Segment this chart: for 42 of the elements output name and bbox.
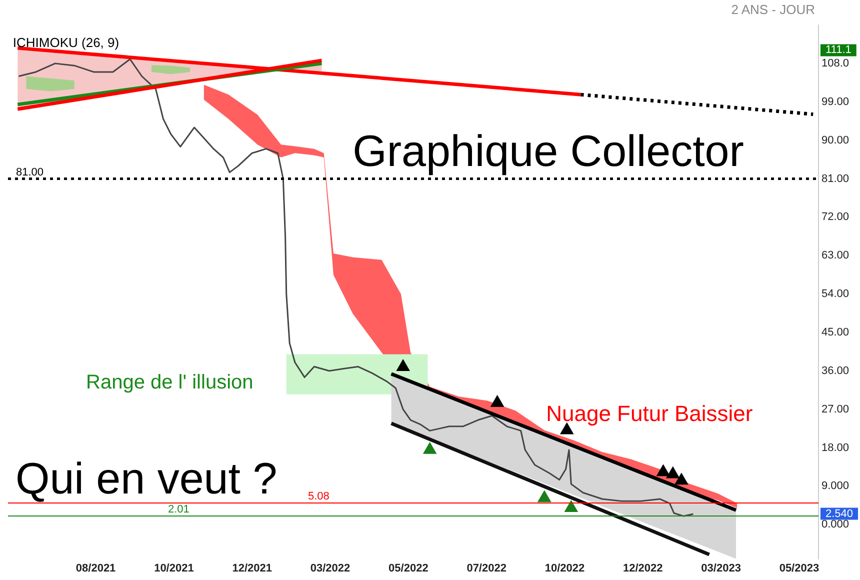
y-tick-label: 45.00 <box>821 326 850 338</box>
point <box>666 466 680 478</box>
x-tick-label: 03/2023 <box>701 562 741 574</box>
point <box>396 360 410 372</box>
y-tick-label: 81.00 <box>821 172 850 185</box>
annotation: Graphique Collector <box>352 126 744 176</box>
y-tick-label: 54.00 <box>821 288 850 300</box>
annotation: Nuage Futur Baissier <box>546 400 753 426</box>
point <box>656 464 670 476</box>
point <box>674 473 688 485</box>
y-tick-label: 99.00 <box>821 96 850 108</box>
annotation: Range de l' illusion <box>86 371 254 394</box>
x-tick-label: 05/2023 <box>779 562 820 574</box>
x-tick-label: 08/2021 <box>76 562 116 574</box>
y-tick-label: 63.00 <box>821 250 850 262</box>
point <box>564 500 578 512</box>
x-tick-label: 05/2022 <box>388 562 428 574</box>
ref-line-label: 2.01 <box>168 504 190 516</box>
chart-subtitle: 2 ANS - JOUR <box>731 2 815 17</box>
point <box>538 490 551 502</box>
y-tick-label: 18.00 <box>821 442 850 454</box>
annotation: Qui en veut ? <box>15 454 278 504</box>
ref-line-label: 81.00 <box>16 166 44 178</box>
point <box>490 395 504 407</box>
y-tick-label: 0.000 <box>821 518 850 531</box>
x-tick-label: 12/2022 <box>623 562 663 574</box>
x-tick-label: 10/2022 <box>544 562 585 574</box>
x-tick-label: 10/2021 <box>154 562 194 574</box>
annotation: 2.540 <box>825 508 854 520</box>
y-tick-label: 36.00 <box>821 364 850 377</box>
y-tick-label: 90.00 <box>821 134 850 146</box>
x-tick-label: 03/2022 <box>310 562 350 574</box>
annotation: ICHIMOKU (26, 9) <box>12 35 120 50</box>
x-tick-label: 07/2022 <box>466 562 506 574</box>
y-tick-label: 108.0 <box>821 57 850 70</box>
y-tick-label: 72.00 <box>821 211 850 224</box>
y-tick-label: 27.00 <box>821 403 850 416</box>
point <box>423 442 436 454</box>
annotation: 111.1 <box>825 44 852 56</box>
x-tick-label: 12/2021 <box>232 562 272 574</box>
y-tick-label: 9.000 <box>821 480 850 492</box>
ref-line-label: 5.08 <box>308 490 330 502</box>
